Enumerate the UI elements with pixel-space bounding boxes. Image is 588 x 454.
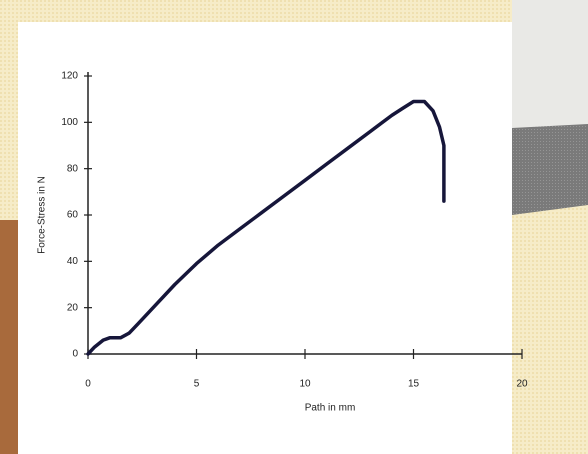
x-tick-label: 15 <box>408 379 420 390</box>
photo-bottom <box>512 124 588 215</box>
photo-top <box>512 0 588 128</box>
x-tick-label: 10 <box>299 379 311 390</box>
side-strip <box>0 220 18 454</box>
x-tick-label: 20 <box>516 379 528 390</box>
x-axis-title: Path in mm <box>305 403 356 414</box>
y-tick-label: 0 <box>72 349 78 360</box>
y-tick-label: 80 <box>67 163 79 174</box>
data-line <box>86 99 446 356</box>
x-tick-label: 0 <box>85 379 91 390</box>
y-tick-label: 100 <box>61 117 78 128</box>
x-tick-label: 5 <box>194 379 200 390</box>
plot-panel <box>18 22 512 454</box>
y-tick-label: 20 <box>67 302 79 313</box>
y-axis-title: Force-Stress in N <box>37 176 48 254</box>
y-tick-label: 60 <box>67 210 79 221</box>
y-tick-label: 40 <box>67 256 79 267</box>
y-tick-label: 120 <box>61 71 78 82</box>
